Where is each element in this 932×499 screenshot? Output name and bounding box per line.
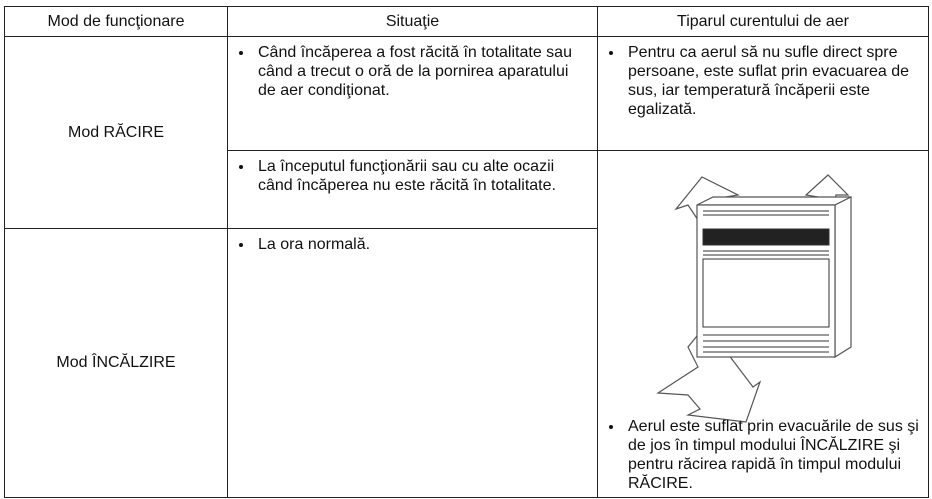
unit-top (696, 196, 852, 206)
situation-text: La ora normală. (254, 235, 583, 254)
pattern-cell: Aerul este suflat prin evacuările de sus… (597, 150, 929, 498)
situation-text: La începutul funcţionării sau cu alte oc… (254, 157, 583, 195)
situation-cell: Când încăperea a fost răcită în totalita… (227, 36, 598, 151)
arrow-down (656, 324, 762, 423)
row: Mod ÎNCĂLZIRE La ora normală. (4, 228, 929, 498)
situation-cell: La începutul funcţionării sau cu alte oc… (227, 150, 598, 229)
unit-front (696, 204, 836, 358)
row: La începutul funcţionării sau cu alte oc… (5, 150, 929, 498)
header-cell: Situaţie (227, 6, 598, 37)
airflow-table: Mod de funcţionare Situaţie Tiparul cure… (4, 6, 929, 498)
situation-cell: La ora normală. (227, 228, 598, 498)
header-row: Mod de funcţionare Situaţie Tiparul cure… (4, 6, 929, 37)
airflow-illustration (656, 174, 852, 423)
header-cell: Tiparul curentului de aer (597, 6, 929, 37)
unit-side (834, 196, 852, 359)
pattern-text: Pentru ca aerul să nu sufle direct spre … (624, 43, 914, 119)
mode-cell: Mod RĂCIRE (4, 36, 228, 229)
mode-cell: Mod ÎNCĂLZIRE (4, 228, 228, 498)
row: Mod RĂCIRE Când încăperea a fost răcită … (4, 36, 929, 229)
header-cell: Mod de funcţionare (4, 6, 228, 37)
situation-text: Când încăperea a fost răcită în totalita… (254, 43, 583, 100)
pattern-text: Aerul este suflat prin evacuările de sus… (624, 417, 920, 493)
pattern-cell: Pentru ca aerul să nu sufle direct spre … (597, 36, 929, 151)
